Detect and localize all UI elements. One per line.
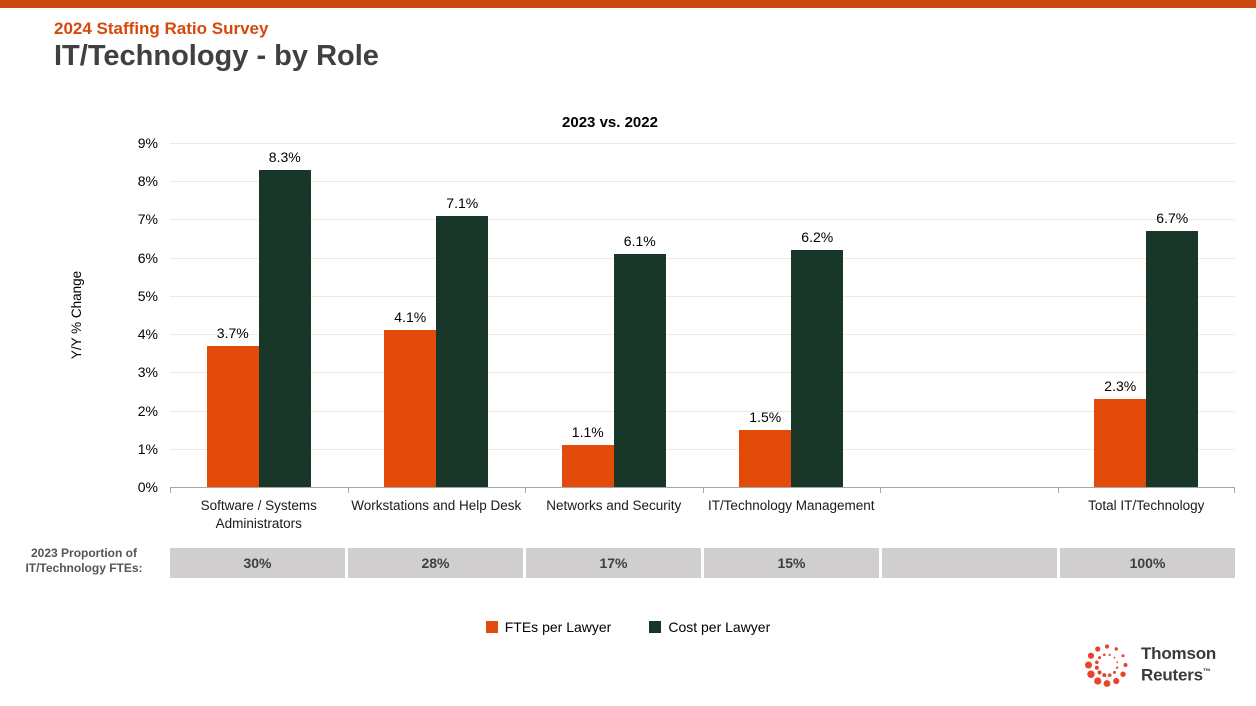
x-axis-tick <box>1234 487 1235 493</box>
proportion-value-box: 100% <box>1060 548 1235 578</box>
bar-cost-per-lawyer: 6.7% <box>1146 210 1199 487</box>
legend-label: Cost per Lawyer <box>668 619 771 635</box>
proportion-value-box <box>882 548 1057 578</box>
legend-swatch-icon <box>649 621 662 633</box>
y-axis-tick-labels: 0% 1% 2% 3% 4% 5% 6% 7% 8% 9% <box>0 135 158 495</box>
bar-ftes-per-lawyer: 3.7% <box>206 325 259 487</box>
top-accent-bar <box>0 0 1256 8</box>
x-axis-tick <box>170 487 171 493</box>
gridline <box>170 219 1235 221</box>
proportion-value-box: 15% <box>704 548 879 578</box>
chart-legend: FTEs per Lawyer Cost per Lawyer <box>0 619 1256 635</box>
legend-swatch-icon <box>485 621 498 633</box>
data-label: 1.1% <box>571 423 604 440</box>
data-label: 3.7% <box>216 324 249 341</box>
data-label: 2.3% <box>1104 378 1137 395</box>
bar-cost-per-lawyer: 6.2% <box>791 229 844 487</box>
gridline <box>170 257 1235 259</box>
thomson-reuters-kinesis-icon <box>1085 644 1128 687</box>
category-label: Total IT/Technology <box>1088 498 1205 513</box>
category-label: Networks and Security <box>546 498 682 513</box>
bar-cost-per-lawyer: 8.3% <box>258 149 311 487</box>
bar-ftes-per-lawyer: 1.1% <box>561 424 614 487</box>
logo-line1: Thomson <box>1141 644 1217 664</box>
logo-line2: Reuters™ <box>1141 665 1211 685</box>
bar-group: 2.3% 6.7% <box>1058 143 1236 487</box>
y-axis-tick-label: 6% <box>137 249 158 266</box>
proportion-row: 30% 28% 17% 15% 100% <box>170 548 1235 578</box>
data-label: 8.3% <box>268 148 301 165</box>
proportion-value-box: 28% <box>348 548 523 578</box>
bar-group: 1.1% 6.1% <box>525 143 703 487</box>
y-axis-tick-label: 5% <box>137 287 158 304</box>
x-axis-tick <box>347 487 349 493</box>
proportion-value-box: 30% <box>170 548 345 578</box>
page-title: IT/Technology - by Role <box>54 40 379 72</box>
gridline <box>170 410 1235 412</box>
data-label: 1.5% <box>749 408 782 425</box>
bar-group: 1.5% 6.2% <box>703 143 881 487</box>
legend-item: FTEs per Lawyer <box>485 619 612 635</box>
bar-cost-per-lawyer: 7.1% <box>436 195 489 487</box>
gridline <box>170 448 1235 450</box>
gridline <box>170 295 1235 297</box>
data-label: 6.7% <box>1156 209 1189 226</box>
bar-ftes-per-lawyer: 4.1% <box>384 309 437 487</box>
x-axis-tick <box>880 487 881 493</box>
chart-title: 2023 vs. 2022 <box>562 114 658 131</box>
report-eyebrow: 2024 Staffing Ratio Survey <box>54 19 269 38</box>
proportion-row-label: 2023 Proportion of IT/Technology FTEs: <box>25 546 143 575</box>
data-label: 7.1% <box>446 194 479 211</box>
data-label: 6.1% <box>623 232 656 249</box>
x-axis-tick <box>525 487 526 493</box>
y-axis-tick-label: 7% <box>137 211 158 228</box>
y-axis-tick-label: 1% <box>137 440 158 457</box>
bar-group: 3.7% 8.3% <box>170 143 348 487</box>
category-label: Software / Systems Administrators <box>200 498 317 531</box>
bar-ftes-per-lawyer: 1.5% <box>739 409 792 487</box>
y-axis-tick-label: 0% <box>137 479 158 495</box>
bar-group: 4.1% 7.1% <box>348 143 526 487</box>
proportion-value-box: 17% <box>526 548 701 578</box>
bar-cost-per-lawyer: 6.1% <box>613 233 666 487</box>
bar-ftes-per-lawyer: 2.3% <box>1094 378 1147 487</box>
category-label: IT/Technology Management <box>707 498 875 513</box>
trademark-symbol: ™ <box>1202 667 1211 677</box>
category-label: Workstations and Help Desk <box>351 498 522 513</box>
y-axis-tick-label: 4% <box>137 326 158 343</box>
thomson-reuters-logo: Thomson Reuters™ <box>1082 640 1216 690</box>
x-axis-tick <box>1057 487 1059 493</box>
gridline <box>170 181 1235 183</box>
data-label: 4.1% <box>394 309 427 326</box>
y-axis-tick-label: 9% <box>137 135 158 151</box>
y-axis-tick-label: 3% <box>137 364 158 381</box>
thomson-reuters-wordmark: Thomson Reuters™ <box>1141 645 1216 685</box>
gridline <box>170 334 1235 336</box>
y-axis-tick-label: 8% <box>137 173 158 190</box>
legend-item: Cost per Lawyer <box>649 619 770 635</box>
legend-label: FTEs per Lawyer <box>504 619 612 635</box>
y-axis-tick-label: 2% <box>137 402 158 419</box>
plot-area: 3.7% 8.3% 4.1% 7.1% 1.1% 6.1% 1.5% 6.2% 2.3% 6.7% <box>170 143 1236 493</box>
data-label: 6.2% <box>801 229 834 246</box>
x-axis-tick <box>702 487 704 493</box>
gridline <box>170 143 1235 144</box>
gridline <box>170 372 1235 374</box>
